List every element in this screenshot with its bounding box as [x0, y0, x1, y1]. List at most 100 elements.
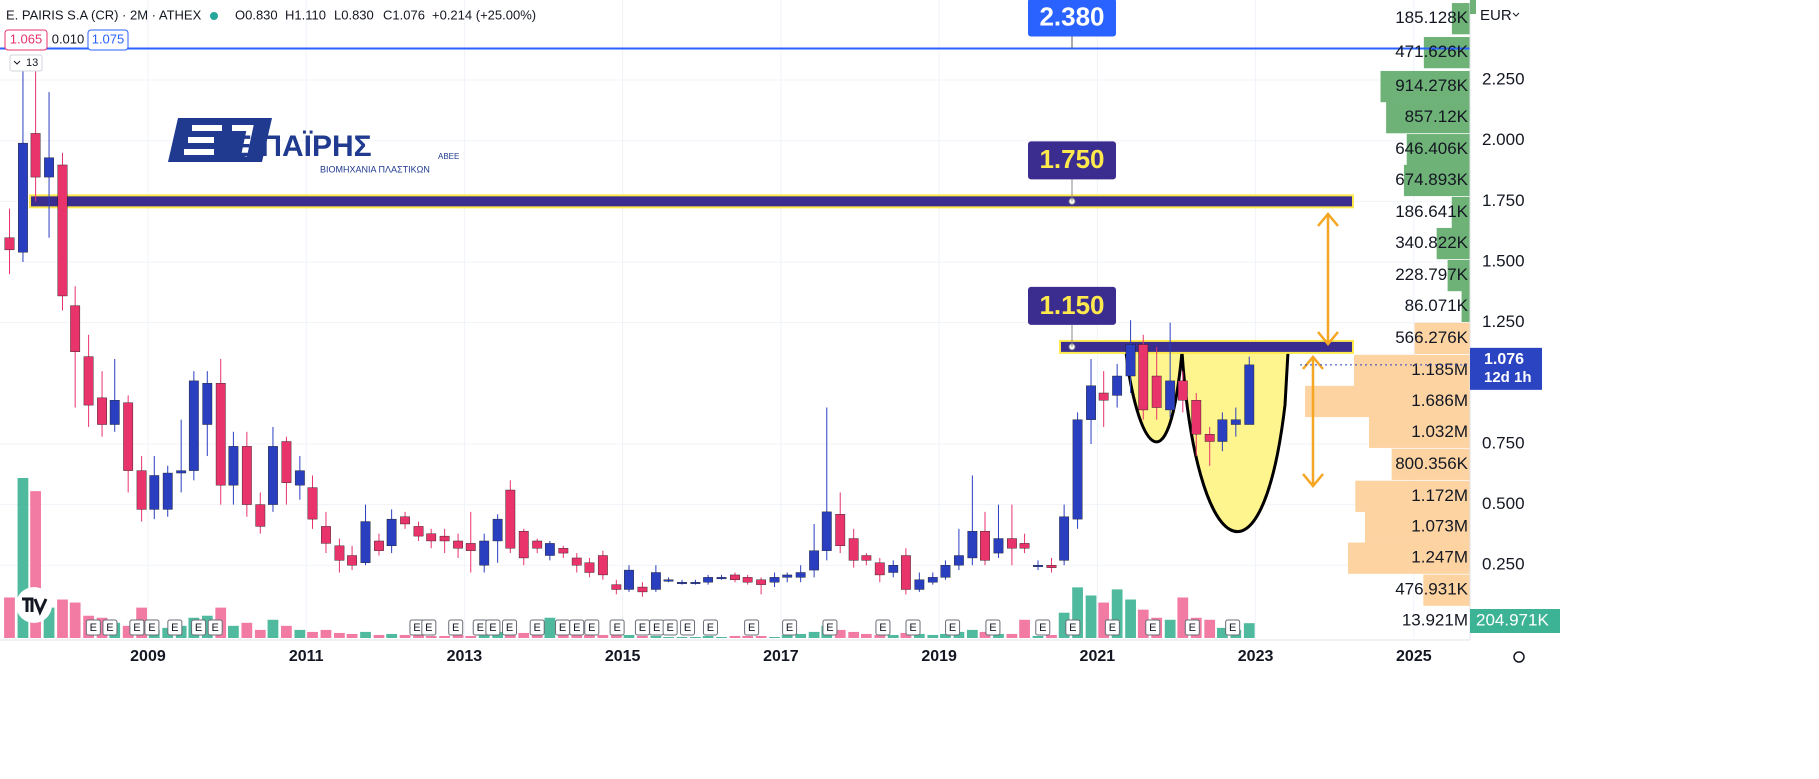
- volume-bar: [96, 617, 108, 638]
- volume-bar: [413, 634, 424, 638]
- target-arrow: [1317, 212, 1339, 346]
- candle-body: [413, 526, 424, 537]
- candle-body: [1007, 538, 1017, 549]
- earnings-marker[interactable]: [985, 619, 1001, 636]
- earnings-marker[interactable]: [167, 619, 183, 636]
- candle-body: [624, 569, 634, 590]
- ohlc-change: +0.214 (+25.00%): [432, 7, 536, 22]
- earnings-marker[interactable]: [905, 619, 921, 636]
- earnings-marker[interactable]: [485, 619, 501, 636]
- logo: Ε.ΠΑΪΡΗΣ ΑΒΕΕ ΒΙΟΜΗΧΑΝΙΑ ΠΛΑΣΤΙΚΩΝ: [168, 118, 459, 174]
- earnings-marker[interactable]: [822, 619, 838, 636]
- earnings-marker[interactable]: [421, 619, 437, 636]
- candle-body: [400, 516, 410, 525]
- earnings-marker[interactable]: [875, 619, 891, 636]
- earnings-label: E: [1069, 622, 1076, 634]
- earnings-marker[interactable]: [1035, 619, 1051, 636]
- earnings-marker[interactable]: [529, 619, 545, 636]
- earnings-marker[interactable]: [191, 619, 207, 636]
- candle-body: [611, 584, 622, 590]
- earnings-marker[interactable]: [1065, 619, 1081, 636]
- candle-body: [993, 538, 1004, 554]
- earnings-marker[interactable]: [85, 619, 101, 636]
- price-label: 1.076: [1484, 351, 1524, 368]
- candle-body: [1086, 385, 1096, 420]
- volume-profile-bar: [1406, 134, 1470, 166]
- candle-body: [967, 531, 978, 559]
- candle-body: [703, 577, 714, 583]
- volume-bar: [887, 634, 899, 638]
- earnings-marker[interactable]: [1184, 619, 1200, 636]
- earnings-label: E: [171, 622, 178, 634]
- candle-body: [18, 142, 28, 253]
- x-tick-label: 2015: [605, 648, 641, 665]
- earnings-label: E: [909, 622, 916, 634]
- candle-body: [307, 487, 318, 520]
- earnings-marker[interactable]: [782, 619, 798, 636]
- y-tick-label: 0.250: [1482, 555, 1525, 574]
- earnings-label: E: [588, 622, 595, 634]
- candle-body: [492, 518, 503, 542]
- volume-bar: [795, 633, 807, 638]
- earnings-marker[interactable]: [744, 619, 760, 636]
- earnings-label: E: [1149, 622, 1156, 634]
- candle-body: [1151, 375, 1162, 408]
- volume-bar: [663, 636, 674, 638]
- sell-box[interactable]: [4, 29, 48, 51]
- earnings-marker[interactable]: [1104, 619, 1120, 636]
- volume-bar: [1098, 602, 1110, 638]
- earnings-marker[interactable]: [448, 619, 464, 636]
- volume-bar: [755, 635, 767, 638]
- earnings-marker[interactable]: [680, 619, 696, 636]
- candle-body: [663, 579, 674, 582]
- earnings-marker[interactable]: [102, 619, 118, 636]
- candle-body: [453, 540, 463, 549]
- candle-body: [544, 543, 555, 556]
- volume-profile-bar: [1414, 322, 1470, 355]
- y-tick-label: 1.750: [1482, 191, 1525, 210]
- earnings-label: E: [1109, 622, 1116, 634]
- earnings-marker[interactable]: [945, 619, 961, 636]
- earnings-marker[interactable]: [569, 619, 585, 636]
- buy-box[interactable]: [87, 29, 129, 51]
- level-band: [29, 194, 1354, 209]
- volume-bar: [346, 633, 358, 638]
- sell-price: 1.065: [10, 31, 43, 46]
- candle-body: [1217, 419, 1228, 442]
- y-tick-label: 2.000: [1482, 130, 1525, 149]
- ohlc-high: H1.110: [285, 7, 326, 22]
- symbol[interactable]: E. PAIRIS S.A (CR) · 2M · ATHEX: [6, 7, 202, 22]
- logo-tagline: ΒΙΟΜΗΧΑΝΙΑ ΠΛΑΣΤΙΚΩΝ: [320, 164, 430, 174]
- earnings-marker[interactable]: [702, 619, 718, 636]
- candle-body: [83, 356, 94, 406]
- candle-body: [123, 402, 134, 471]
- earnings-marker[interactable]: [1225, 619, 1241, 636]
- earnings-label: E: [826, 622, 833, 634]
- candle-body: [188, 380, 199, 471]
- volume-bar: [254, 629, 266, 638]
- volume-bar: [452, 634, 464, 638]
- candle-body: [70, 305, 81, 352]
- earnings-label: E: [684, 622, 691, 634]
- candle-body: [874, 562, 885, 576]
- earnings-marker[interactable]: [207, 619, 223, 636]
- currency[interactable]: EUR: [1480, 7, 1512, 24]
- earnings-label: E: [949, 622, 956, 634]
- tv-glyph: [22, 597, 48, 616]
- earnings-marker[interactable]: [609, 619, 625, 636]
- indicators-box[interactable]: [9, 54, 43, 72]
- volume-bar: [716, 636, 727, 638]
- earnings-marker[interactable]: [1145, 619, 1161, 636]
- candle-body: [980, 531, 990, 561]
- volume-bar: [544, 617, 556, 638]
- earnings-marker[interactable]: [584, 619, 600, 636]
- earnings-marker[interactable]: [502, 619, 518, 636]
- level-label-box: [1028, 141, 1116, 180]
- candle-body: [888, 565, 899, 573]
- y-tick-label: 2.250: [1482, 70, 1525, 89]
- earnings-marker[interactable]: [662, 619, 678, 636]
- earnings-marker[interactable]: [129, 619, 145, 636]
- candle-body: [927, 577, 938, 583]
- earnings-marker[interactable]: [144, 619, 160, 636]
- settings-icon[interactable]: [1513, 651, 1525, 663]
